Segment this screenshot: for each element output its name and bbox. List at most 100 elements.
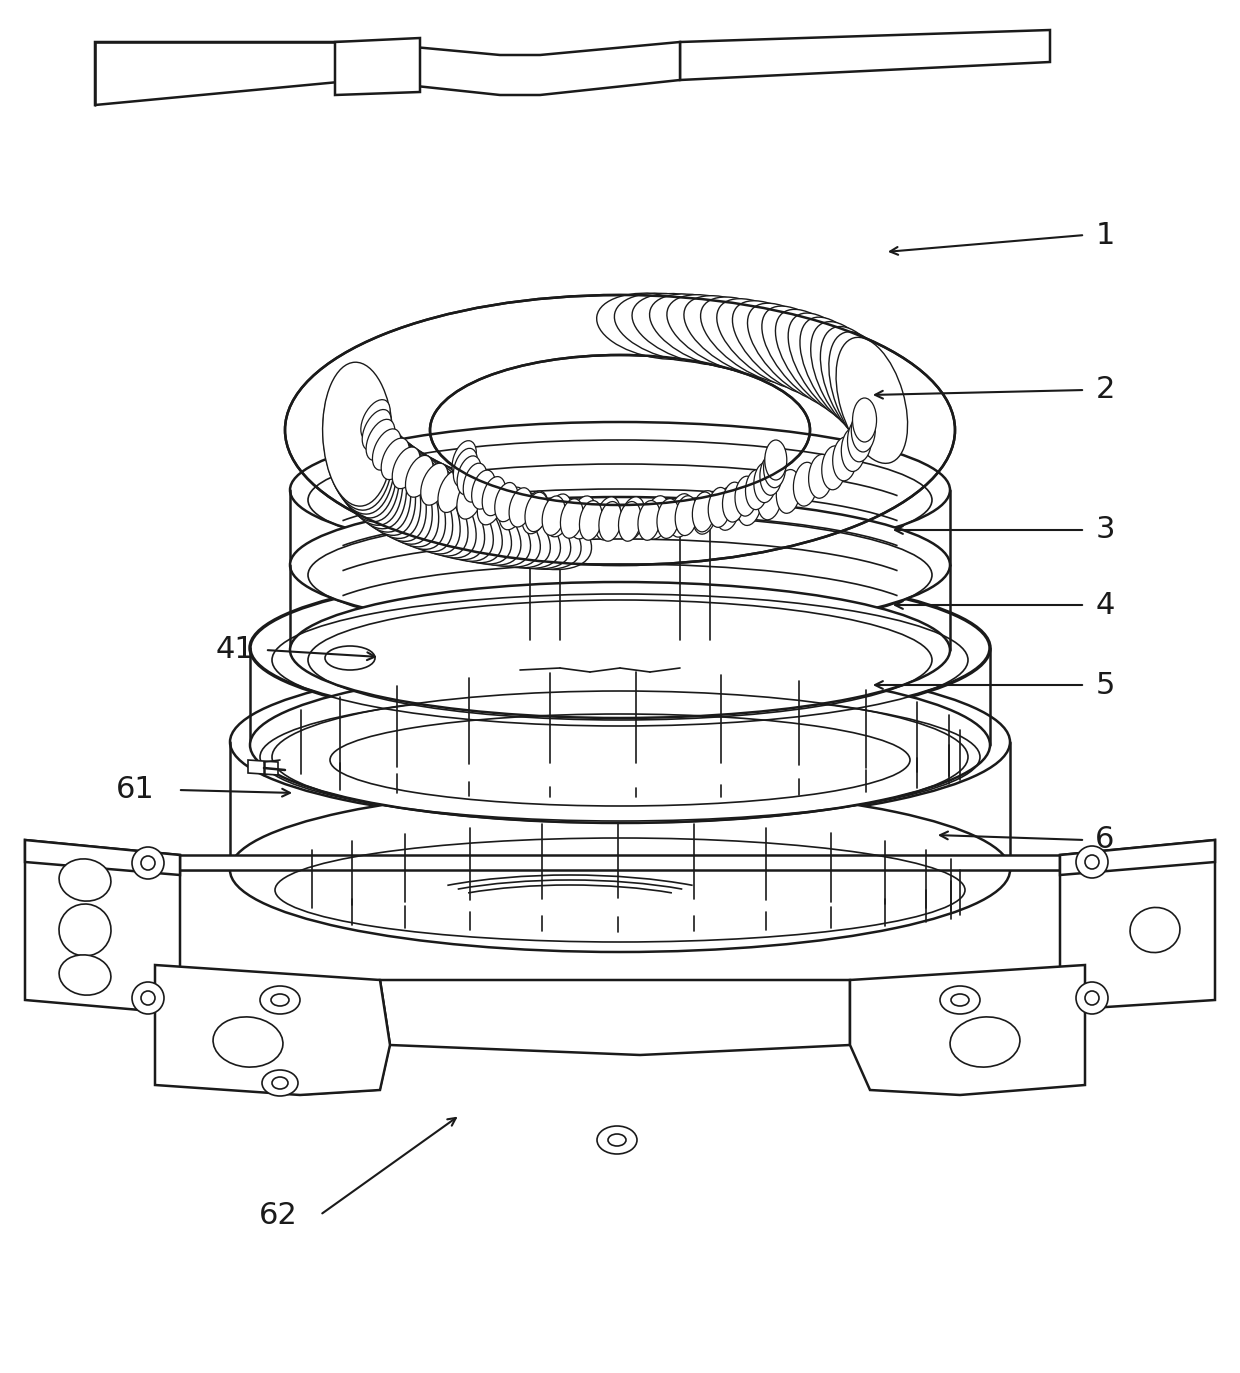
- Ellipse shape: [758, 476, 782, 520]
- Ellipse shape: [715, 486, 740, 530]
- Polygon shape: [1060, 840, 1215, 1011]
- Ellipse shape: [701, 297, 816, 384]
- Ellipse shape: [322, 362, 393, 507]
- Text: 41: 41: [216, 636, 254, 665]
- Ellipse shape: [657, 498, 680, 538]
- Ellipse shape: [453, 441, 476, 479]
- Ellipse shape: [619, 501, 641, 541]
- Polygon shape: [379, 980, 849, 1054]
- Ellipse shape: [836, 338, 908, 463]
- Ellipse shape: [684, 295, 802, 379]
- Ellipse shape: [765, 439, 787, 481]
- Ellipse shape: [841, 427, 866, 471]
- Ellipse shape: [407, 465, 531, 566]
- Ellipse shape: [692, 490, 718, 534]
- Ellipse shape: [260, 986, 300, 1015]
- Ellipse shape: [560, 498, 583, 538]
- Ellipse shape: [794, 463, 817, 507]
- Polygon shape: [360, 43, 680, 95]
- Ellipse shape: [362, 409, 391, 450]
- Ellipse shape: [229, 788, 1011, 951]
- Ellipse shape: [821, 327, 899, 448]
- Text: 6: 6: [1095, 825, 1115, 854]
- Ellipse shape: [546, 494, 572, 537]
- Ellipse shape: [789, 313, 879, 426]
- Ellipse shape: [808, 454, 833, 498]
- Ellipse shape: [362, 435, 467, 556]
- Ellipse shape: [361, 400, 391, 441]
- Ellipse shape: [800, 317, 887, 432]
- Ellipse shape: [764, 448, 786, 487]
- Text: 1: 1: [1095, 221, 1115, 250]
- Ellipse shape: [60, 859, 110, 901]
- Polygon shape: [300, 980, 391, 1096]
- Ellipse shape: [645, 496, 670, 540]
- Polygon shape: [1060, 840, 1215, 875]
- Ellipse shape: [542, 496, 565, 535]
- Ellipse shape: [833, 437, 857, 481]
- Ellipse shape: [357, 431, 460, 553]
- Ellipse shape: [399, 461, 521, 566]
- Text: 5: 5: [1095, 670, 1115, 699]
- Ellipse shape: [482, 476, 506, 516]
- Ellipse shape: [525, 493, 548, 531]
- Ellipse shape: [131, 847, 164, 879]
- Ellipse shape: [775, 309, 872, 417]
- Ellipse shape: [853, 398, 877, 442]
- Ellipse shape: [405, 456, 433, 497]
- Ellipse shape: [213, 1017, 283, 1067]
- Text: 3: 3: [1095, 515, 1115, 545]
- Ellipse shape: [373, 445, 485, 560]
- Ellipse shape: [471, 470, 495, 509]
- Ellipse shape: [940, 986, 980, 1015]
- Text: 2: 2: [1095, 375, 1115, 405]
- Ellipse shape: [692, 492, 714, 531]
- Text: 62: 62: [259, 1200, 298, 1229]
- Ellipse shape: [596, 292, 725, 360]
- Ellipse shape: [1076, 846, 1109, 877]
- Ellipse shape: [735, 476, 758, 516]
- Ellipse shape: [595, 497, 620, 540]
- Ellipse shape: [262, 1070, 298, 1096]
- Ellipse shape: [290, 422, 950, 557]
- Ellipse shape: [381, 438, 409, 479]
- Ellipse shape: [570, 496, 596, 540]
- Ellipse shape: [667, 295, 789, 373]
- Ellipse shape: [464, 463, 487, 503]
- Ellipse shape: [733, 301, 841, 397]
- Ellipse shape: [596, 1126, 637, 1153]
- Ellipse shape: [637, 501, 661, 541]
- Text: 4: 4: [1095, 590, 1115, 619]
- Ellipse shape: [498, 487, 526, 530]
- Ellipse shape: [745, 470, 768, 509]
- Ellipse shape: [339, 408, 427, 541]
- Ellipse shape: [250, 570, 990, 726]
- Ellipse shape: [348, 422, 445, 549]
- Ellipse shape: [708, 487, 730, 527]
- Ellipse shape: [290, 582, 950, 718]
- Ellipse shape: [345, 417, 439, 546]
- Ellipse shape: [675, 496, 697, 535]
- Ellipse shape: [754, 463, 776, 503]
- Ellipse shape: [632, 294, 758, 365]
- Ellipse shape: [420, 463, 448, 505]
- Polygon shape: [95, 43, 360, 104]
- Ellipse shape: [392, 457, 511, 564]
- Polygon shape: [155, 855, 1085, 870]
- Ellipse shape: [368, 439, 476, 557]
- Ellipse shape: [510, 487, 532, 527]
- Ellipse shape: [324, 371, 396, 514]
- Ellipse shape: [331, 394, 410, 533]
- Ellipse shape: [438, 471, 465, 512]
- Ellipse shape: [717, 299, 828, 390]
- Ellipse shape: [477, 482, 503, 524]
- Ellipse shape: [737, 482, 761, 526]
- Ellipse shape: [366, 419, 394, 460]
- Ellipse shape: [579, 501, 603, 540]
- Ellipse shape: [668, 494, 694, 537]
- Ellipse shape: [650, 294, 774, 369]
- Polygon shape: [680, 30, 1050, 80]
- Ellipse shape: [353, 426, 453, 552]
- Ellipse shape: [456, 476, 484, 519]
- Ellipse shape: [847, 417, 872, 461]
